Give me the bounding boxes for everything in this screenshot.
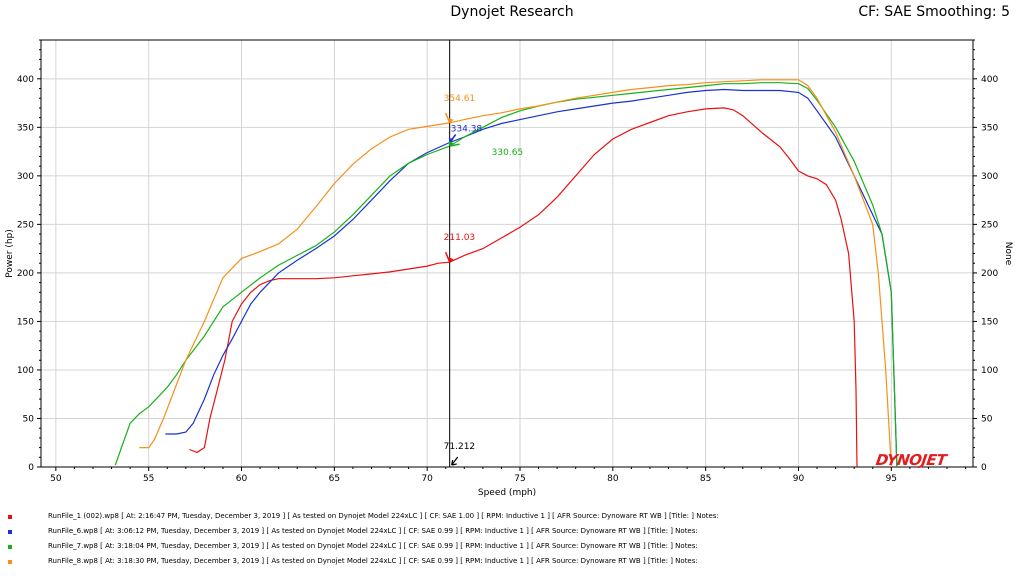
y-axis-label-right: None — [1003, 242, 1013, 266]
y-tick-label-left: 100 — [17, 366, 34, 376]
legend-text: RunFile_6.wp8 [ At: 3:06:12 PM, Tuesday,… — [48, 527, 698, 535]
y-tick-label-right: 400 — [981, 75, 998, 85]
plot-border — [40, 39, 974, 468]
x-tick-label: 75 — [514, 474, 525, 484]
x-tick-label: 65 — [329, 474, 340, 484]
chart-title: Dynojet Research — [450, 4, 574, 20]
y-tick-label-right: 150 — [981, 317, 998, 327]
y-tick-label-right: 300 — [981, 172, 998, 182]
legend-row: RunFile_7.wp8 [ At: 3:18:04 PM, Tuesday,… — [8, 539, 1008, 554]
cursor-value-label: 334.38 — [451, 124, 483, 134]
x-tick-label: 60 — [236, 474, 248, 484]
correction-factor-label: CF: SAE Smoothing: 5 — [858, 4, 1010, 20]
cursor-value-arrowhead — [448, 141, 454, 147]
y-tick-label-left: 0 — [28, 463, 34, 473]
x-tick-label: 80 — [607, 474, 619, 484]
cursor-value-label: 211.03 — [444, 233, 476, 243]
series-line — [114, 82, 898, 468]
y-tick-label-right: 250 — [981, 220, 998, 230]
x-tick-label: 85 — [700, 474, 711, 484]
cursor-arrow — [451, 456, 459, 466]
legend-swatch — [8, 544, 12, 549]
y-tick-label-left: 350 — [17, 123, 34, 133]
run-file-legend: RunFile_1 (002).wp8 [ At: 2:16:47 PM, Tu… — [8, 509, 1008, 569]
x-tick-label: 50 — [50, 474, 62, 484]
x-tick-label: 55 — [143, 474, 154, 484]
legend-swatch — [8, 529, 12, 534]
legend-row: RunFile_6.wp8 [ At: 3:06:12 PM, Tuesday,… — [8, 524, 1008, 539]
y-tick-label-left: 150 — [17, 317, 34, 327]
cursor-value-label: 330.65 — [492, 148, 524, 158]
y-tick-label-right: 100 — [981, 366, 998, 376]
x-tick-label: 70 — [421, 474, 433, 484]
cursor-value-arrow — [444, 112, 451, 124]
legend-text: RunFile_8.wp8 [ At: 3:18:30 PM, Tuesday,… — [48, 557, 698, 565]
y-tick-label-left: 50 — [23, 414, 35, 424]
dynojet-logo: DYNOJET — [874, 451, 948, 469]
legend-row: RunFile_8.wp8 [ At: 3:18:30 PM, Tuesday,… — [8, 554, 1008, 569]
legend-swatch — [8, 514, 12, 519]
y-tick-label-right: 350 — [981, 123, 998, 133]
y-tick-label-right: 200 — [981, 269, 998, 279]
legend-text: RunFile_7.wp8 [ At: 3:18:04 PM, Tuesday,… — [48, 542, 698, 550]
series-line — [165, 88, 898, 468]
y-tick-label-right: 0 — [981, 463, 987, 473]
y-tick-label-left: 400 — [17, 75, 34, 85]
legend-swatch — [8, 559, 12, 564]
y-tick-label-left: 300 — [17, 172, 34, 182]
y-tick-label-right: 50 — [981, 414, 993, 424]
power-chart[interactable]: 50 55 60 65 70 75 80 85 90 95 0 0 50 50 100 100 150 150 20… — [0, 0, 1024, 505]
cursor-value-arrow — [444, 251, 451, 263]
y-tick-label-left: 200 — [17, 269, 34, 279]
x-tick-label: 95 — [886, 474, 897, 484]
series-line — [139, 79, 892, 468]
y-axis-label: Power (hp) — [5, 229, 15, 278]
legend-text: RunFile_1 (002).wp8 [ At: 2:16:47 PM, Tu… — [48, 512, 719, 520]
legend-row: RunFile_1 (002).wp8 [ At: 2:16:47 PM, Tu… — [8, 509, 1008, 524]
x-axis-label: Speed (mph) — [478, 488, 536, 498]
cursor-value-arrow — [449, 143, 460, 147]
cursor-value-arrowhead — [448, 137, 454, 143]
x-tick-label: 90 — [793, 474, 805, 484]
series-line — [189, 107, 858, 468]
cursor-label: 71.212 — [444, 442, 476, 452]
cursor-value-arrowhead — [448, 117, 454, 123]
plot-area — [40, 39, 974, 468]
cursor-value-label: 354.61 — [444, 94, 476, 104]
y-tick-label-left: 250 — [17, 220, 34, 230]
cursor-value-arrowhead — [448, 257, 454, 263]
